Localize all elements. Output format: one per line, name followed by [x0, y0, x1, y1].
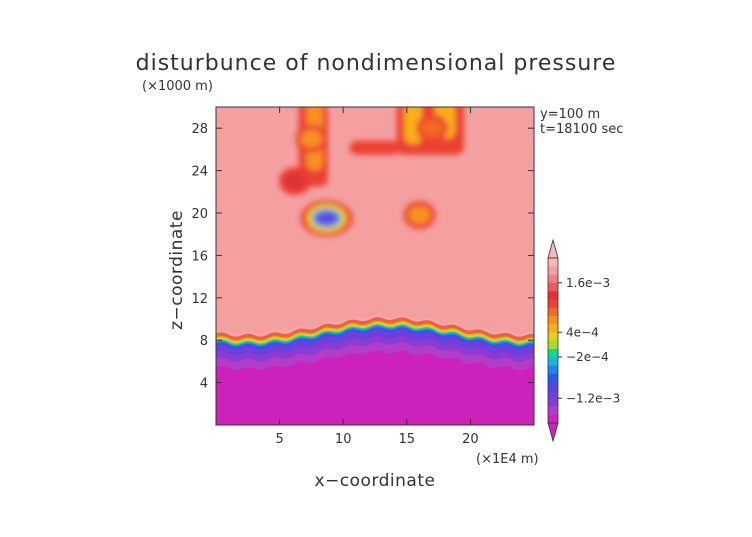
- colorbar-segment-2: [548, 398, 558, 407]
- colorbar-segment-17: [548, 274, 558, 284]
- colorbar-segment-10: [548, 332, 558, 341]
- feature-core-2: [300, 129, 323, 148]
- y-tick-label-4: 20: [191, 207, 208, 222]
- colorbar-segment-12: [548, 315, 558, 325]
- x-unit-label: (×1E4 m): [476, 452, 539, 467]
- colorbar-bottom-arrow: [547, 422, 559, 443]
- colorbar-top-arrow: [547, 238, 559, 259]
- colorbar-segment-0: [548, 414, 558, 424]
- plume-bridge: [349, 140, 401, 155]
- feature-group: [278, 107, 465, 237]
- colorbar-segment-11: [548, 324, 558, 333]
- y-tick-label-3: 16: [191, 249, 208, 264]
- colorbar-segment-5: [548, 373, 558, 383]
- colorbar-segment-19: [548, 258, 558, 267]
- y-tick-label-0: 4: [200, 377, 208, 392]
- info-line-t: t=18100 sec: [540, 122, 623, 137]
- chart-title: disturbunce of nondimensional pressure: [136, 51, 617, 76]
- colorbar-frame: [547, 257, 559, 424]
- plume-right-core: [404, 107, 423, 145]
- z-unit-label: (×1000 m): [142, 79, 213, 94]
- x-tick-label-2: 15: [399, 432, 416, 447]
- colorbar-segment-15: [548, 291, 558, 300]
- x-tick-label-0: 5: [275, 432, 283, 447]
- y-axis-ticks: 4 8 12 16 20 24 28: [191, 122, 534, 392]
- colorbar-segment-9: [548, 340, 558, 350]
- colorbar-segment-6: [548, 365, 558, 374]
- y-tick-label-6: 28: [191, 122, 208, 137]
- colorbar-segment-16: [548, 282, 558, 292]
- colorbar: 1.6e−3 4e−4 −2e−4 −1.2e−3: [547, 238, 620, 443]
- y-tick-label-5: 24: [191, 165, 208, 180]
- colorbar-segment-8: [548, 348, 558, 358]
- colorbar-segment-18: [548, 266, 558, 275]
- feature-core-1: [408, 206, 431, 225]
- colorbar-label-3: −1.2e−3: [566, 391, 620, 405]
- feature-core-0: [316, 213, 337, 224]
- colorbar-segment-4: [548, 381, 558, 391]
- x-tick-label-1: 10: [335, 432, 352, 447]
- colorbar-label-2: −2e−4: [566, 350, 609, 364]
- y-axis-title: z−coordinate: [167, 210, 187, 330]
- x-tick-label-3: 20: [462, 432, 479, 447]
- plot-frame: [215, 106, 535, 426]
- colorbar-segment-7: [548, 357, 558, 366]
- y-tick-label-1: 8: [200, 334, 208, 349]
- colorbar-segment-13: [548, 307, 558, 317]
- x-axis-ticks: 5 10 15 20: [275, 107, 479, 447]
- x-axis-title: x−coordinate: [315, 471, 436, 491]
- colorbar-segment-1: [548, 406, 558, 416]
- heatmap-field: [216, 107, 534, 425]
- colorbar-label-1: 4e−4: [566, 325, 599, 339]
- feature-core-4: [283, 172, 306, 191]
- colorbar-segment-3: [548, 390, 558, 399]
- info-line-y: y=100 m: [540, 107, 600, 122]
- y-tick-label-2: 12: [191, 292, 208, 307]
- lower-layer-band-11: [216, 350, 534, 425]
- feature-core-3: [421, 119, 444, 138]
- colorbar-label-0: 1.6e−3: [566, 276, 610, 290]
- colorbar-segment-14: [548, 299, 558, 308]
